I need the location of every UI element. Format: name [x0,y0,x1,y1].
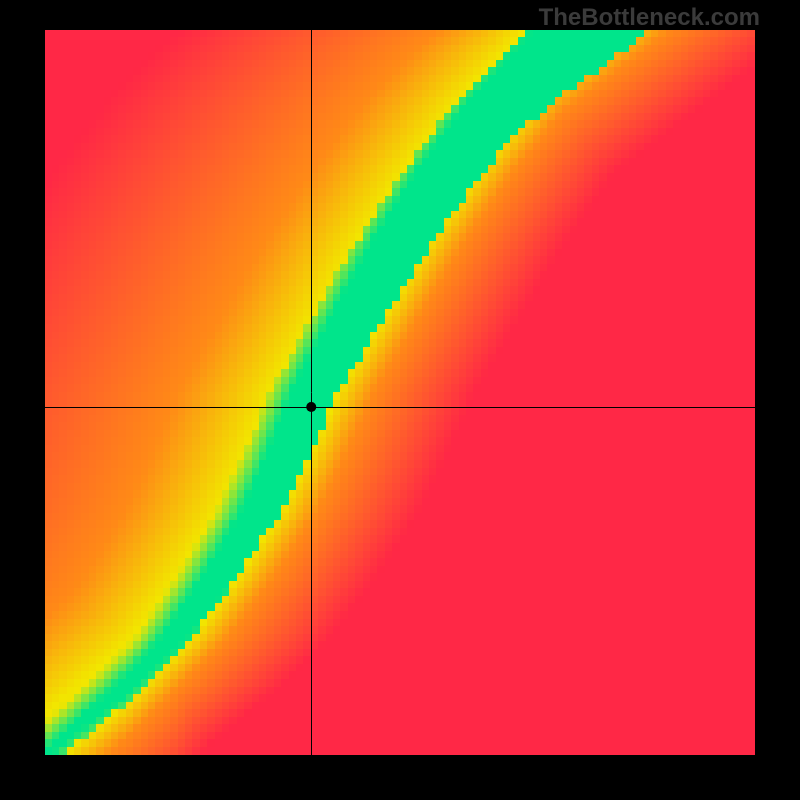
chart-container: TheBottleneck.com [0,0,800,800]
watermark-text: TheBottleneck.com [539,4,760,32]
heatmap-plot [45,30,755,755]
heatmap-canvas [45,30,755,755]
